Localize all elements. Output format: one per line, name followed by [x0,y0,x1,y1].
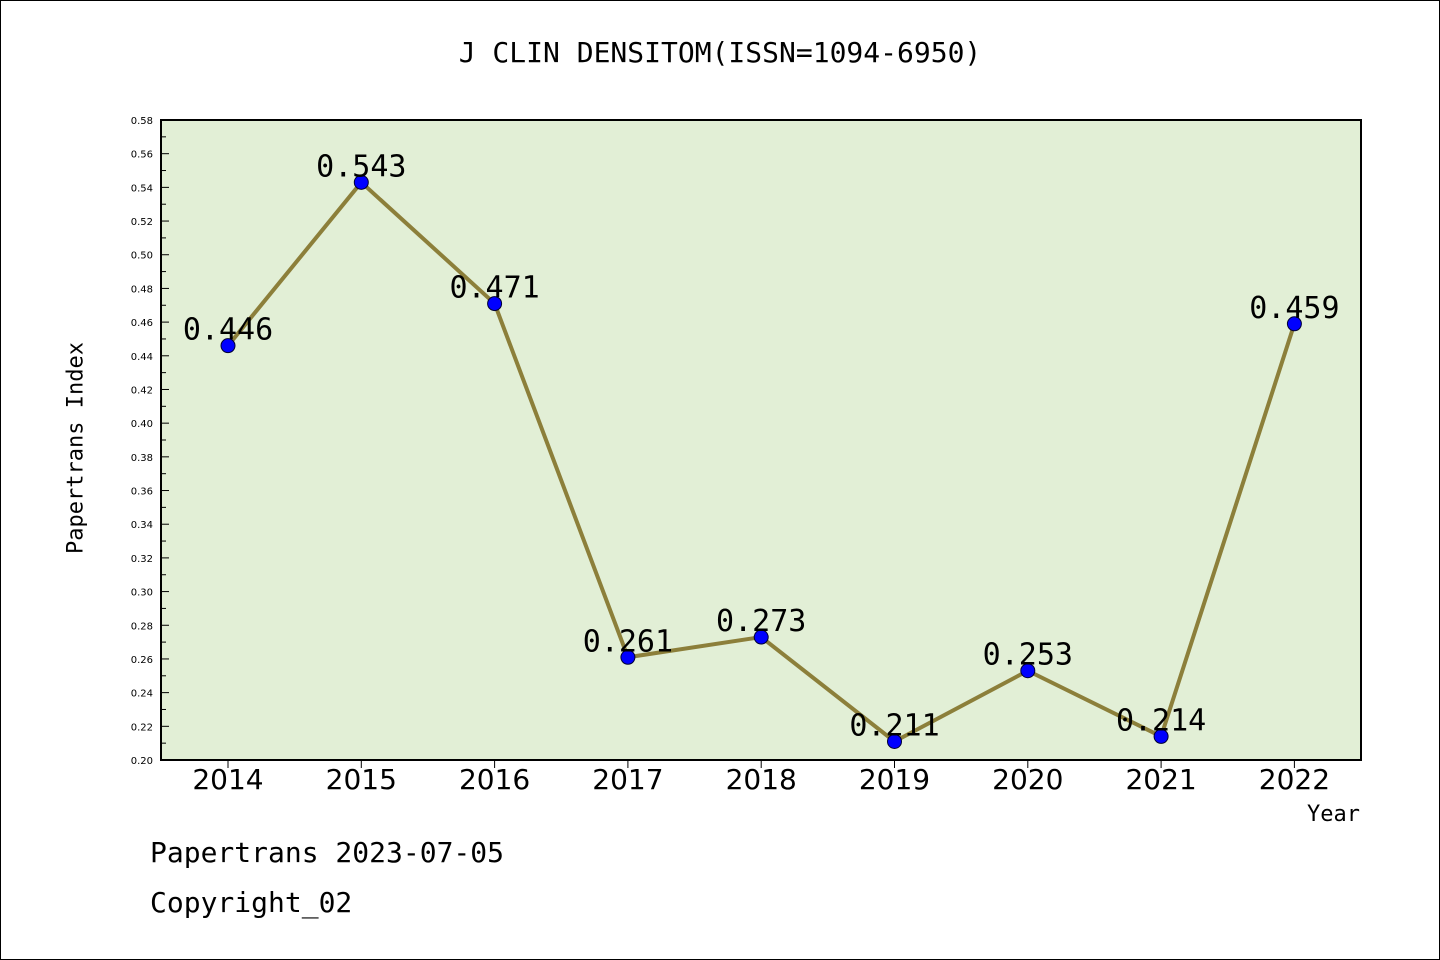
y-tick-label: 0.40 [131,419,153,430]
x-tick-label: 2014 [192,763,263,796]
data-label: 0.459 [1249,291,1339,326]
data-label: 0.543 [316,149,406,184]
data-point [753,629,769,645]
y-tick-label: 0.22 [131,722,153,733]
data-point [353,174,369,190]
x-tick-label: 2019 [859,763,930,796]
y-axis-label: Papertrans Index [63,342,89,554]
data-point [887,733,902,749]
y-tick-label: 0.48 [131,284,153,295]
data-label: 0.214 [1116,703,1206,738]
y-tick-label: 0.50 [131,251,153,262]
footer-copyright: Copyright_02 [150,886,353,919]
y-tick-label: 0.54 [131,183,153,194]
y-tick-label: 0.24 [131,689,153,700]
x-axis-label: Year [1307,802,1360,827]
x-tick-label: 2021 [1125,763,1196,796]
y-tick-label: 0.26 [131,655,153,666]
plot-area [160,119,1362,761]
x-tick-label: 2016 [459,763,530,796]
data-point [620,649,636,665]
y-tick-label: 0.32 [131,554,153,565]
x-axis: 2014 2015 2016 2017 2018 2019 2020 2021 2022 [192,760,1330,796]
y-tick-label: 0.38 [131,453,153,464]
y-tick-label: 0.52 [131,217,153,228]
data-point [1020,663,1036,679]
chart-title: J CLIN DENSITOM(ISSN=1094-6950) [458,36,982,69]
x-tick-label: 2015 [326,763,397,796]
y-tick-label: 0.20 [131,756,153,767]
data-label: 0.471 [449,271,539,306]
data-label: 0.273 [716,604,806,639]
y-tick-label: 0.56 [131,150,153,161]
data-point [220,338,236,354]
y-tick-label: 0.46 [131,318,153,329]
data-label: 0.211 [849,708,939,743]
x-tick-label: 2018 [726,763,797,796]
y-tick-label: 0.36 [131,487,153,498]
y-tick-label: 0.30 [131,588,153,599]
y-tick-label: 0.42 [131,385,153,396]
data-label: 0.253 [983,638,1073,673]
data-label: 0.446 [183,313,273,348]
series-markers [220,174,1302,749]
y-tick-label: 0.28 [131,621,153,632]
data-labels: 0.446 0.543 0.471 0.261 0.273 0.211 0.253 0.214… [183,149,1340,743]
footer-date: Papertrans 2023-07-05 [150,836,505,869]
data-point [1153,728,1169,744]
x-tick-label: 2017 [592,763,663,796]
y-tick-label: 0.44 [131,352,153,363]
x-tick-label: 2020 [992,763,1063,796]
data-label: 0.261 [583,624,673,659]
data-point [487,296,503,312]
y-tick-label: 0.34 [131,520,153,531]
y-tick-label: 0.58 [131,116,153,127]
y-axis: 0.20 0.22 0.24 0.26 0.28 0.30 0.32 0.34 0.36 0.38… [131,116,169,767]
data-point [1286,316,1302,332]
x-tick-label: 2022 [1259,763,1330,796]
